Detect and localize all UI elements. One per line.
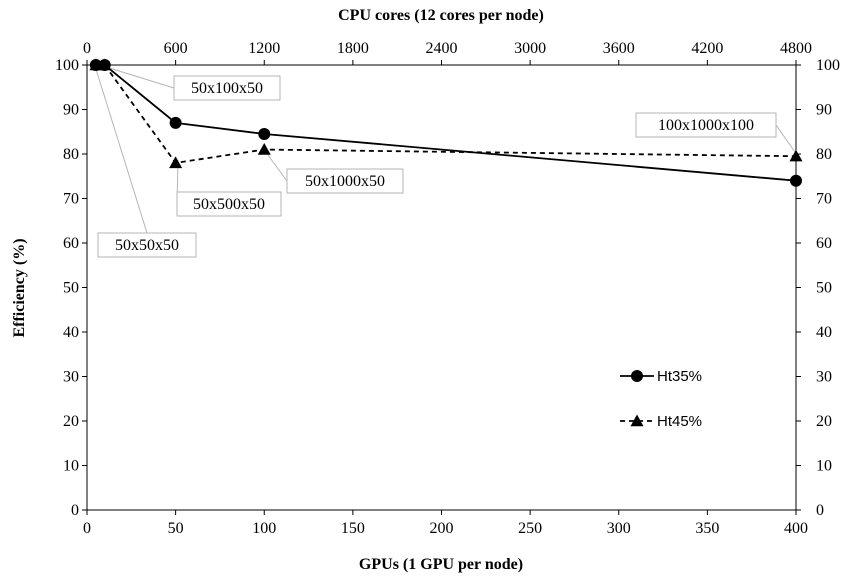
y-tick-label-left: 30 — [63, 369, 79, 386]
annotation-box — [173, 75, 281, 101]
y-tick-label-right: 80 — [816, 146, 832, 163]
y-tick-label-right: 100 — [816, 57, 840, 74]
y-tick-label-left: 50 — [63, 280, 79, 297]
x-tick-label: 350 — [695, 520, 719, 537]
y-tick-label-right: 90 — [816, 102, 832, 119]
data-point-triangle — [169, 156, 183, 169]
x2-tick-label: 0 — [83, 40, 91, 57]
annotation-box — [286, 168, 404, 194]
y-tick-label-left: 60 — [63, 235, 79, 252]
x-tick-label: 50 — [168, 520, 184, 537]
x-tick-label: 200 — [430, 520, 454, 537]
annotation-leader — [264, 150, 288, 182]
y-tick-label-left: 10 — [63, 458, 79, 475]
x-tick-label: 400 — [784, 520, 808, 537]
top-axis-title: CPU cores (12 cores per node) — [338, 7, 544, 24]
annotation-label: 50x50x50 — [115, 237, 179, 254]
annotation-box — [97, 232, 197, 258]
y-tick-label-left: 80 — [63, 146, 79, 163]
annotation-box — [635, 112, 777, 138]
x2-tick-label: 600 — [164, 40, 188, 57]
annotation-box — [176, 191, 282, 217]
y-tick-label-right: 60 — [816, 235, 832, 252]
annotation-label: 50x500x50 — [193, 196, 265, 213]
x-tick-label: 250 — [518, 520, 542, 537]
data-point-triangle — [257, 143, 271, 155]
y-tick-label-left: 0 — [71, 502, 79, 519]
y-tick-label-left: 90 — [63, 102, 79, 119]
data-point-triangle — [98, 58, 112, 71]
legend: Ht35% Ht45% — [620, 368, 702, 430]
y-tick-label-right: 0 — [816, 502, 824, 519]
y-tick-label-right: 30 — [816, 369, 832, 386]
x-tick-label: 300 — [607, 520, 631, 537]
y-tick-label-left: 40 — [63, 324, 79, 341]
x-tick-label: 100 — [252, 520, 276, 537]
annotation-label: 50x1000x50 — [305, 173, 385, 190]
x2-tick-label: 4200 — [691, 40, 723, 57]
x2-tick-label: 1800 — [337, 40, 369, 57]
x-tick-label: 0 — [83, 520, 91, 537]
annotation-label: 50x100x50 — [191, 80, 263, 97]
y-tick-label-right: 20 — [816, 413, 832, 430]
x-tick-label: 150 — [341, 520, 365, 537]
data-point-triangle — [89, 58, 103, 71]
bottom-axis-title: GPUs (1 GPU per node) — [359, 556, 523, 573]
y-axis-title: Efficiency (%) — [11, 238, 28, 337]
x2-tick-label: 3000 — [514, 40, 546, 57]
y-tick-label-right: 40 — [816, 324, 832, 341]
legend-marker-circle — [631, 370, 643, 382]
annotation-label: 100x1000x100 — [658, 117, 754, 134]
x2-tick-label: 2400 — [426, 40, 458, 57]
y-tick-label-right: 50 — [816, 280, 832, 297]
data-point-circle — [258, 127, 271, 140]
data-point-circle — [790, 174, 802, 187]
data-point-circle — [169, 116, 182, 129]
legend-label: Ht35% — [657, 368, 702, 385]
legend-marker-triangle — [630, 414, 644, 427]
y-tick-label-right: 70 — [816, 191, 832, 208]
annotation-leader — [775, 124, 796, 153]
y-tick-label-left: 70 — [63, 191, 79, 208]
y-tick-label-right: 10 — [816, 458, 832, 475]
y-tick-label-left: 20 — [63, 413, 79, 430]
x2-tick-label: 4800 — [780, 40, 812, 57]
legend-label: Ht45% — [657, 413, 702, 430]
x2-tick-label: 3600 — [603, 40, 635, 57]
annotation-leader — [102, 65, 175, 89]
data-point-triangle — [789, 149, 803, 162]
y-tick-label-left: 100 — [55, 57, 79, 74]
x2-tick-label: 1200 — [248, 40, 280, 57]
annotation-leader — [94, 65, 148, 234]
